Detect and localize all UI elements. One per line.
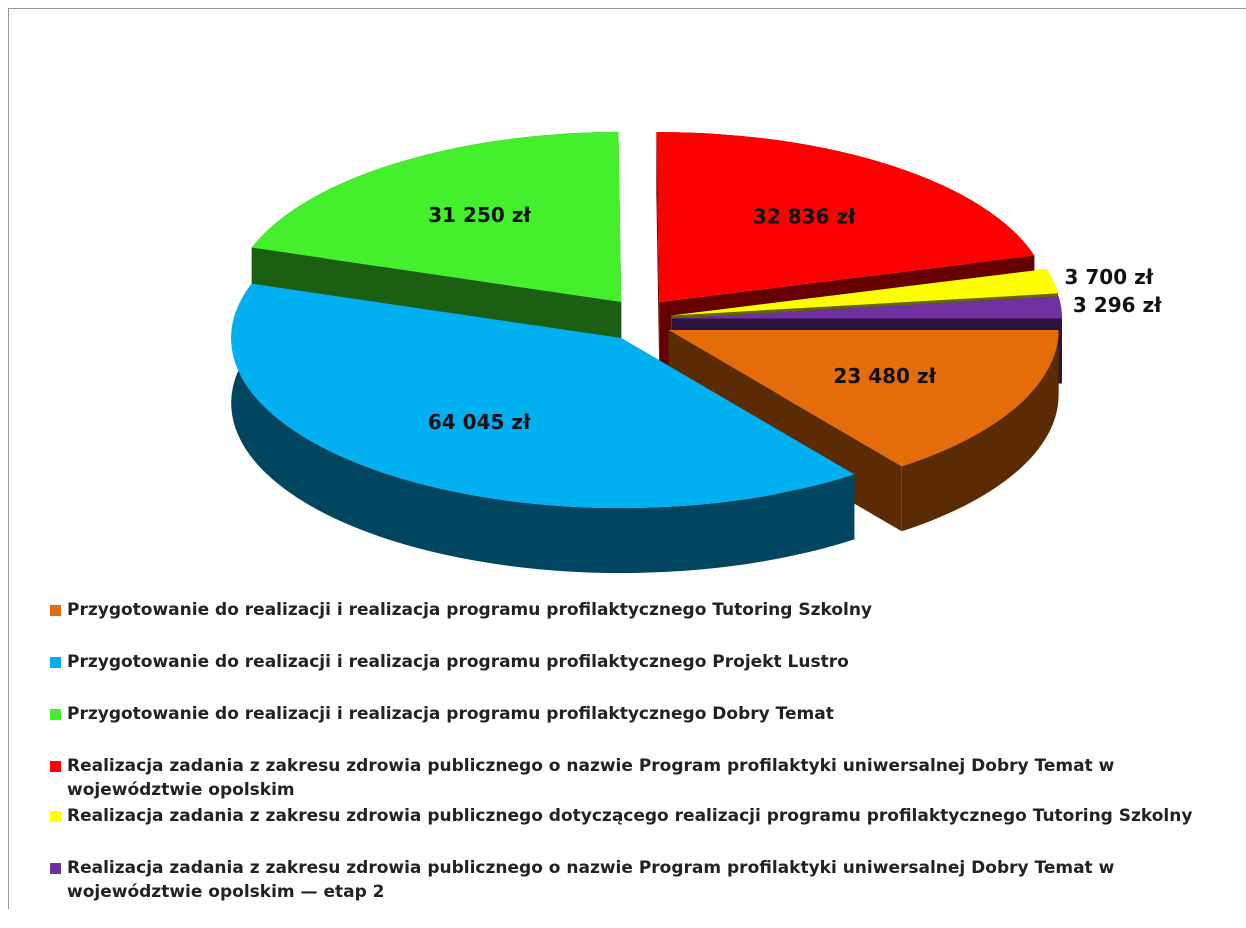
slice (671, 296, 1062, 319)
legend-entry: Przygotowanie do realizacji i realizacja… (50, 650, 1240, 678)
legend-entry: Realizacja zadania z zakresu zdrowia pub… (50, 856, 1240, 904)
data-label: 32 836 zł (753, 204, 856, 228)
slice (251, 131, 622, 302)
legend-swatch (50, 761, 61, 772)
legend-label: Realizacja zadania z zakresu zdrowia pub… (67, 806, 1193, 826)
data-label: 3 700 zł (1064, 265, 1153, 289)
legend-entry: Realizacja zadania z zakresu zdrowia pub… (50, 804, 1240, 832)
data-label: 64 045 zł (428, 410, 531, 434)
legend-swatch (50, 811, 61, 822)
legend-swatch (50, 863, 61, 874)
legend-swatch (50, 605, 61, 616)
legend-label: Przygotowanie do realizacji i realizacja… (67, 704, 834, 724)
legend-swatch (50, 709, 61, 720)
legend-swatch (50, 657, 61, 668)
chart-frame (8, 8, 1246, 909)
data-label: 3 296 zł (1073, 293, 1162, 317)
slice (656, 132, 1035, 303)
legend-label: Realizacja zadania z zakresu zdrowia pub… (67, 756, 1115, 800)
slice (231, 283, 855, 509)
legend-label: Przygotowanie do realizacji i realizacja… (67, 652, 849, 672)
slice-side (231, 283, 855, 574)
legend-entry: Przygotowanie do realizacji i realizacja… (50, 598, 1240, 626)
legend-entry: Przygotowanie do realizacji i realizacja… (50, 702, 1240, 730)
page: 23 480 zł 64 045 zł 31 250 zł 32 836 zł 3 70… (8, 8, 1246, 909)
data-label: 31 250 zł (428, 203, 531, 227)
slice-side (901, 330, 1059, 532)
legend-label: Realizacja zadania z zakresu zdrowia pub… (67, 858, 1115, 902)
legend-entry: Realizacja zadania z zakresu zdrowia pub… (50, 754, 1240, 802)
legend-label: Przygotowanie do realizacji i realizacja… (67, 600, 873, 620)
data-label: 23 480 zł (833, 364, 936, 388)
chart: 23 480 zł 64 045 zł 31 250 zł 32 836 zł 3 70… (231, 131, 1162, 574)
legend: Przygotowanie do realizacji i realizacja… (50, 598, 1240, 928)
slice (671, 268, 1059, 316)
slice (668, 330, 1059, 467)
